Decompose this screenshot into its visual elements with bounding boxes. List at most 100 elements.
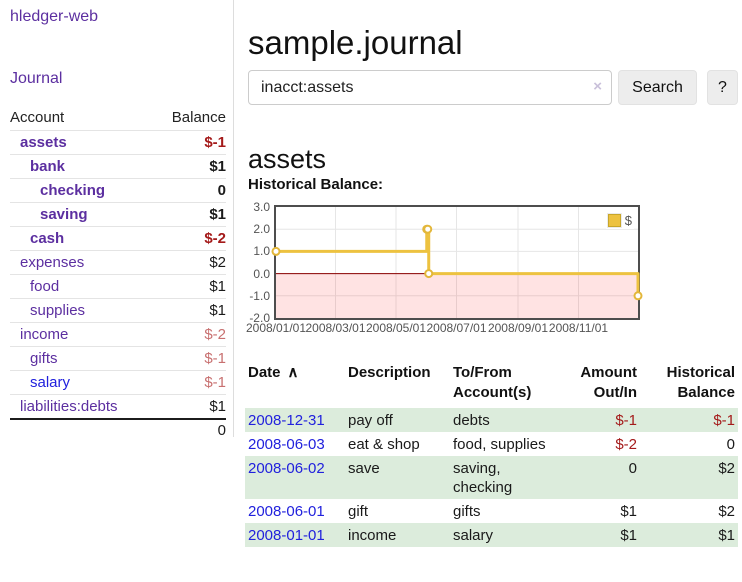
sidebar-account-row: saving $1 [10, 202, 226, 226]
transaction-description: eat & shop [348, 436, 420, 453]
transaction-description: income [348, 527, 397, 544]
transaction-accounts: debts [453, 412, 490, 429]
chart-label: Historical Balance: [248, 176, 384, 193]
column-header-date[interactable]: Date ∧ [248, 364, 299, 381]
table-row: 2008-06-02 save saving, checking 0 $2 [245, 456, 738, 499]
sidebar-account-row: bank $1 [10, 154, 226, 178]
transaction-accounts: gifts [453, 503, 481, 520]
account-link[interactable]: liabilities:debts [20, 398, 118, 415]
transaction-amount: $-1 [615, 412, 637, 429]
transaction-amount: $1 [620, 503, 637, 520]
y-axis-tick-label: 0.0 [253, 266, 270, 281]
sidebar-account-row: expenses $2 [10, 250, 226, 274]
column-header-amount: Amount Out/In [580, 364, 637, 401]
account-balance: $1 [209, 206, 226, 223]
search-button[interactable]: Search [618, 70, 697, 105]
account-balance: $-1 [204, 134, 226, 151]
search-field-wrap: × [248, 70, 612, 105]
sidebar-account-row: income $-2 [10, 322, 226, 346]
account-balance: $2 [209, 254, 226, 271]
chart-canvas [271, 207, 643, 318]
chart-x-axis-labels: 2008/01/01 2008/03/01 2008/05/01 2008/07/01… [246, 321, 638, 336]
x-axis-tick-label: 2008/03/01 [305, 321, 366, 335]
sort-ascending-icon: ∧ [287, 364, 299, 381]
chart-legend: $ [605, 212, 634, 229]
transaction-date-link[interactable]: 2008-06-03 [248, 436, 325, 453]
account-balance: 0 [217, 182, 226, 199]
account-link[interactable]: bank [30, 158, 66, 175]
account-balance: $1 [209, 398, 226, 415]
clear-search-icon[interactable]: × [593, 78, 602, 95]
account-link[interactable]: food [30, 278, 60, 295]
page-title: sample.journal [248, 24, 463, 62]
account-link[interactable]: cash [30, 230, 65, 247]
transaction-balance: $2 [718, 503, 735, 520]
transaction-amount: $1 [620, 527, 637, 544]
historical-balance-chart: $ [271, 205, 643, 320]
account-balance: $-2 [204, 230, 226, 247]
transaction-date-link[interactable]: 2008-01-01 [248, 527, 325, 544]
transaction-balance: $1 [718, 527, 735, 544]
transaction-date-link[interactable]: 2008-12-31 [248, 412, 325, 429]
account-link[interactable]: gifts [30, 350, 58, 367]
sidebar-account-row: supplies $1 [10, 298, 226, 322]
transaction-balance: $2 [718, 460, 735, 477]
transaction-amount: $-2 [615, 436, 637, 453]
legend-color-swatch [607, 214, 621, 227]
account-link[interactable]: assets [20, 134, 67, 151]
column-header-description: Description [348, 364, 431, 381]
account-link[interactable]: expenses [20, 254, 85, 271]
account-link[interactable]: salary [30, 374, 71, 391]
table-row: 2008-12-31 pay off debts $-1 $-1 [245, 408, 738, 432]
sidebar-account-row: gifts $-1 [10, 346, 226, 370]
transaction-balance: 0 [726, 436, 735, 453]
column-header-balance: Historical Balance [666, 364, 735, 401]
help-button[interactable]: ? [707, 70, 738, 105]
sidebar-account-row: checking 0 [10, 178, 226, 202]
x-axis-tick-label: 2008/11/01 [548, 321, 609, 335]
sidebar-total-value: 0 [217, 421, 226, 439]
transaction-accounts: food, supplies [453, 436, 546, 453]
table-row: 2008-06-01 gift gifts $1 $2 [245, 499, 738, 523]
transaction-date-link[interactable]: 2008-06-02 [248, 460, 325, 477]
account-heading: assets [248, 144, 327, 175]
table-row: 2008-06-03 eat & shop food, supplies $-2 0 [245, 432, 738, 456]
transaction-balance: $-1 [713, 412, 735, 429]
sidebar-item-journal[interactable]: Journal [10, 70, 63, 87]
account-link[interactable]: checking [40, 182, 106, 199]
x-axis-tick-label: 2008/05/01 [365, 321, 427, 335]
sidebar-account-row: liabilities:debts $1 [10, 394, 226, 418]
transaction-accounts: salary [453, 527, 494, 544]
account-column-header: Account [10, 108, 65, 126]
table-row: 2008-01-01 income salary $1 $1 [245, 523, 738, 547]
y-axis-tick-label: 1.0 [253, 244, 270, 259]
register-table: Date ∧ Description To/From Account(s) Amo… [245, 361, 738, 547]
account-link[interactable]: supplies [30, 302, 86, 319]
x-axis-tick-label: 2008/01/01 [245, 321, 307, 335]
account-link[interactable]: income [20, 326, 69, 343]
account-link[interactable]: saving [40, 206, 88, 223]
chart-y-axis-labels: 3.0 2.0 1.0 0.0 -1.0 -2.0 [238, 200, 270, 325]
balance-column-header: Balance [171, 108, 226, 126]
sidebar-account-row: assets $-1 [10, 130, 226, 154]
sidebar-account-row: cash $-2 [10, 226, 226, 250]
y-axis-tick-label: 3.0 [253, 200, 270, 214]
x-axis-tick-label: 2008/09/01 [487, 321, 549, 335]
app-title-link[interactable]: hledger-web [10, 8, 99, 25]
legend-label: $ [624, 213, 632, 228]
transaction-accounts: saving, checking [453, 460, 513, 496]
register-header-row: Date ∧ Description To/From Account(s) Amo… [245, 361, 738, 408]
x-axis-tick-label: 2008/07/01 [426, 321, 487, 335]
sidebar-account-row: salary $-1 [10, 370, 226, 394]
transaction-date-link[interactable]: 2008-06-01 [248, 503, 325, 520]
search-input[interactable] [248, 70, 612, 105]
sidebar: hledger-web Journal Account Balance asse… [0, 0, 234, 440]
y-axis-tick-label: 2.0 [253, 222, 270, 237]
account-balance: $-2 [204, 326, 226, 343]
account-balance: $1 [209, 278, 226, 295]
account-balance-table: Account Balance assets $-1 bank $1 checking 0… [10, 104, 226, 440]
y-axis-tick-label: -2.0 [249, 311, 270, 325]
account-balance: $1 [209, 302, 226, 319]
account-balance: $-1 [204, 374, 226, 391]
column-header-accounts: To/From Account(s) [453, 364, 532, 401]
